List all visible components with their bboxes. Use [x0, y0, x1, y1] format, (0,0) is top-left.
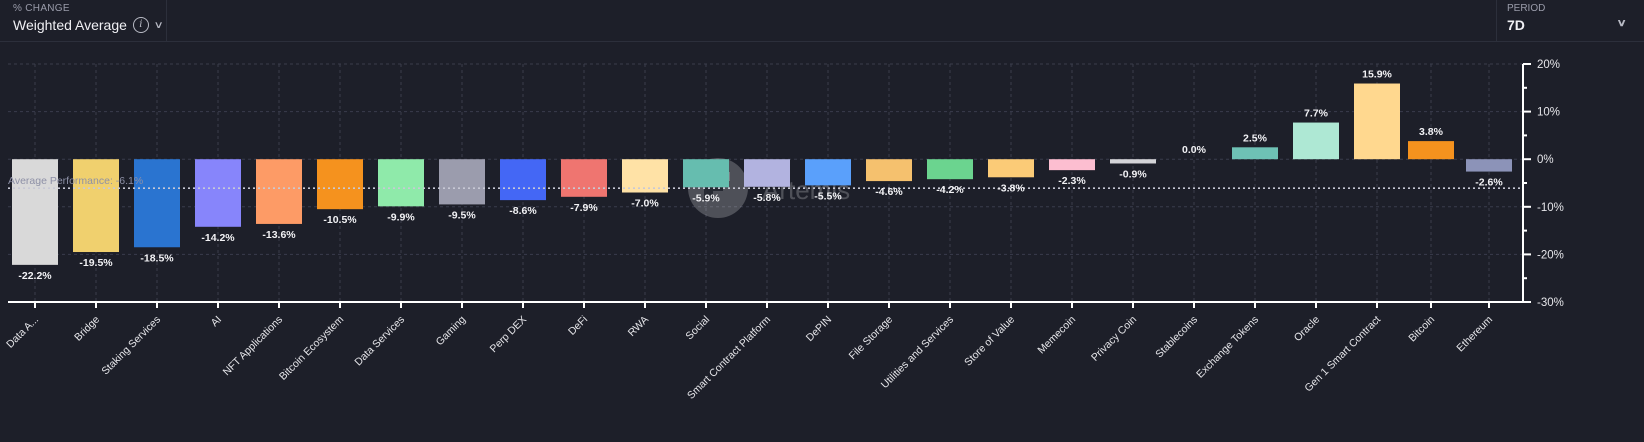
x-tick-label: Bitcoin Ecosystem	[277, 313, 346, 382]
value-label: -5.5%	[814, 190, 842, 202]
x-tick-label: Privacy Coin	[1089, 314, 1139, 364]
x-tick-label: Staking Services	[99, 314, 163, 378]
bar-store-of-value[interactable]	[988, 159, 1034, 178]
y-tick-label: -10%	[1537, 202, 1564, 214]
x-tick-label: NFT Applications	[221, 314, 285, 378]
value-label: -8.6%	[509, 205, 537, 217]
bar-nft-applications[interactable]	[256, 159, 302, 224]
bar-utilities-and-services[interactable]	[927, 159, 973, 180]
x-tick-label: Perp DEX	[488, 314, 529, 355]
value-label: -4.6%	[875, 186, 903, 198]
bar-depin[interactable]	[805, 159, 851, 186]
value-label: -22.2%	[18, 270, 52, 282]
value-label: -14.2%	[201, 232, 235, 244]
bar-exchange-tokens[interactable]	[1232, 147, 1278, 160]
bar-ai[interactable]	[195, 159, 241, 227]
x-tick-label: Stablecoins	[1153, 314, 1200, 361]
bar-perp-dex[interactable]	[500, 159, 546, 201]
bar-gaming[interactable]	[439, 159, 485, 205]
metric-selector-box: % CHANGE Weighted Average i ∨	[0, 0, 167, 41]
chevron-down-icon: ∨	[153, 19, 164, 31]
x-tick-label: Bridge	[72, 314, 102, 344]
value-label: 15.9%	[1362, 69, 1392, 81]
value-label: -3.8%	[997, 182, 1025, 194]
value-label: 0.0%	[1182, 144, 1207, 156]
bar-smart-contract-platform[interactable]	[744, 159, 790, 187]
metric-value: Weighted Average	[13, 17, 127, 33]
value-label: -13.6%	[262, 229, 296, 241]
bar-privacy-coin[interactable]	[1110, 159, 1156, 164]
value-label: -9.9%	[387, 211, 415, 223]
value-label: -5.8%	[753, 192, 781, 204]
bar-bridge[interactable]	[73, 159, 119, 253]
info-icon[interactable]: i	[132, 17, 149, 33]
value-label: -7.0%	[631, 198, 659, 210]
x-tick-label: RWA	[626, 314, 651, 339]
period-dropdown[interactable]: 7D ∨	[1507, 17, 1637, 33]
value-label: -5.9%	[692, 192, 720, 204]
y-tick-label: -20%	[1537, 249, 1564, 261]
x-tick-label: AI	[209, 314, 225, 330]
x-tick-label: DeFi	[566, 314, 590, 338]
bar-oracle[interactable]	[1293, 122, 1339, 160]
bar-bitcoin-ecosystem[interactable]	[317, 159, 363, 210]
average-line-group: Average Performance: -6.1%	[8, 175, 1523, 190]
bar-file-storage[interactable]	[866, 159, 912, 182]
value-labels: -22.2% -19.5% -18.5% -14.2% -13.6% -10.5% -9.9…	[18, 69, 1503, 282]
bar-data-a-[interactable]	[12, 159, 58, 265]
metric-dropdown[interactable]: Weighted Average i ∨	[13, 17, 164, 33]
value-label: 7.7%	[1304, 108, 1329, 120]
bars	[12, 83, 1512, 265]
value-label: 3.8%	[1419, 126, 1444, 138]
bar-memecoin[interactable]	[1049, 159, 1095, 171]
value-label: -7.9%	[570, 202, 598, 214]
x-tick-label: Gaming	[434, 314, 469, 349]
bar-ethereum[interactable]	[1466, 159, 1512, 172]
bar-staking-services[interactable]	[134, 159, 180, 248]
x-tick-label: Ethereum	[1454, 313, 1495, 354]
period-selector-box: PERIOD 7D ∨	[1496, 0, 1644, 41]
x-tick-label: Data A...	[4, 314, 41, 351]
x-tick-label: File Storage	[847, 314, 896, 363]
chart-header: % CHANGE Weighted Average i ∨ PERIOD 7D …	[0, 0, 1644, 42]
value-label: 2.5%	[1243, 132, 1268, 144]
x-tick-label: Social	[683, 314, 712, 343]
y-axis: 20% 10% 0% -10% -20% -30%	[1522, 59, 1564, 309]
value-label: -9.5%	[448, 209, 476, 221]
value-label: -2.3%	[1058, 175, 1086, 187]
x-tick-label: Exchange Tokens	[1194, 314, 1261, 381]
y-tick-label: 20%	[1537, 59, 1560, 71]
bar-gen-1-smart-contract[interactable]	[1354, 83, 1400, 160]
bar-rwa[interactable]	[622, 159, 668, 193]
value-label: -0.9%	[1119, 168, 1147, 180]
period-value: 7D	[1507, 17, 1525, 33]
x-tick-label: Memecoin	[1035, 314, 1078, 357]
value-label: -10.5%	[323, 214, 357, 226]
y-tick-label: -30%	[1537, 297, 1564, 309]
x-tick-label: Store of Value	[962, 314, 1017, 369]
bar-bitcoin[interactable]	[1408, 141, 1454, 160]
value-label: -4.2%	[936, 184, 964, 196]
y-tick-label: 10%	[1537, 107, 1560, 119]
x-tick-label: DePIN	[804, 314, 834, 344]
value-label: -18.5%	[140, 252, 174, 264]
x-tick-label: Data Services	[352, 314, 407, 369]
y-tick-label: 0%	[1537, 154, 1554, 166]
value-label: -2.6%	[1475, 177, 1503, 189]
x-tick-label: Oracle	[1292, 314, 1322, 344]
metric-kicker: % CHANGE	[13, 3, 70, 14]
x-tick-label: Bitcoin	[1406, 314, 1437, 345]
average-label: Average Performance: -6.1%	[8, 175, 143, 187]
chevron-down-icon: ∨	[1616, 18, 1627, 29]
value-label: -19.5%	[79, 257, 113, 269]
bar-social[interactable]	[683, 159, 729, 188]
period-kicker: PERIOD	[1507, 3, 1546, 14]
bar-defi[interactable]	[561, 159, 607, 197]
bar-data-services[interactable]	[378, 159, 424, 207]
